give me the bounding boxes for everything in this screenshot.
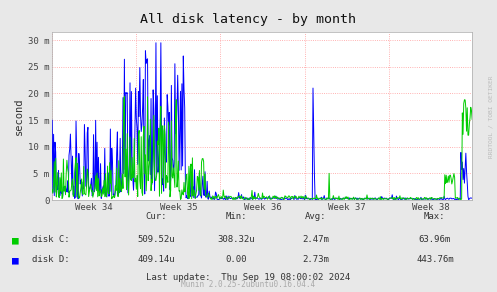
Text: ■: ■ [12,256,19,265]
Text: 308.32u: 308.32u [217,235,255,244]
Text: 2.73m: 2.73m [302,256,329,265]
Text: 409.14u: 409.14u [138,256,175,265]
Text: RRDTOOL / TOBI OETIKER: RRDTOOL / TOBI OETIKER [488,76,493,158]
Text: All disk latency - by month: All disk latency - by month [141,13,356,26]
Y-axis label: second: second [14,97,24,135]
Text: 63.96m: 63.96m [419,235,451,244]
Text: Min:: Min: [225,212,247,221]
Text: disk C:: disk C: [32,235,70,244]
Text: Max:: Max: [424,212,446,221]
Text: ■: ■ [12,235,19,245]
Text: Cur:: Cur: [146,212,167,221]
Text: 443.76m: 443.76m [416,256,454,265]
Text: 2.47m: 2.47m [302,235,329,244]
Text: 0.00: 0.00 [225,256,247,265]
Text: Munin 2.0.25-2ubuntu0.16.04.4: Munin 2.0.25-2ubuntu0.16.04.4 [181,280,316,289]
Text: Last update:  Thu Sep 19 08:00:02 2024: Last update: Thu Sep 19 08:00:02 2024 [147,273,350,282]
Text: Avg:: Avg: [305,212,327,221]
Text: disk D:: disk D: [32,256,70,265]
Text: 509.52u: 509.52u [138,235,175,244]
